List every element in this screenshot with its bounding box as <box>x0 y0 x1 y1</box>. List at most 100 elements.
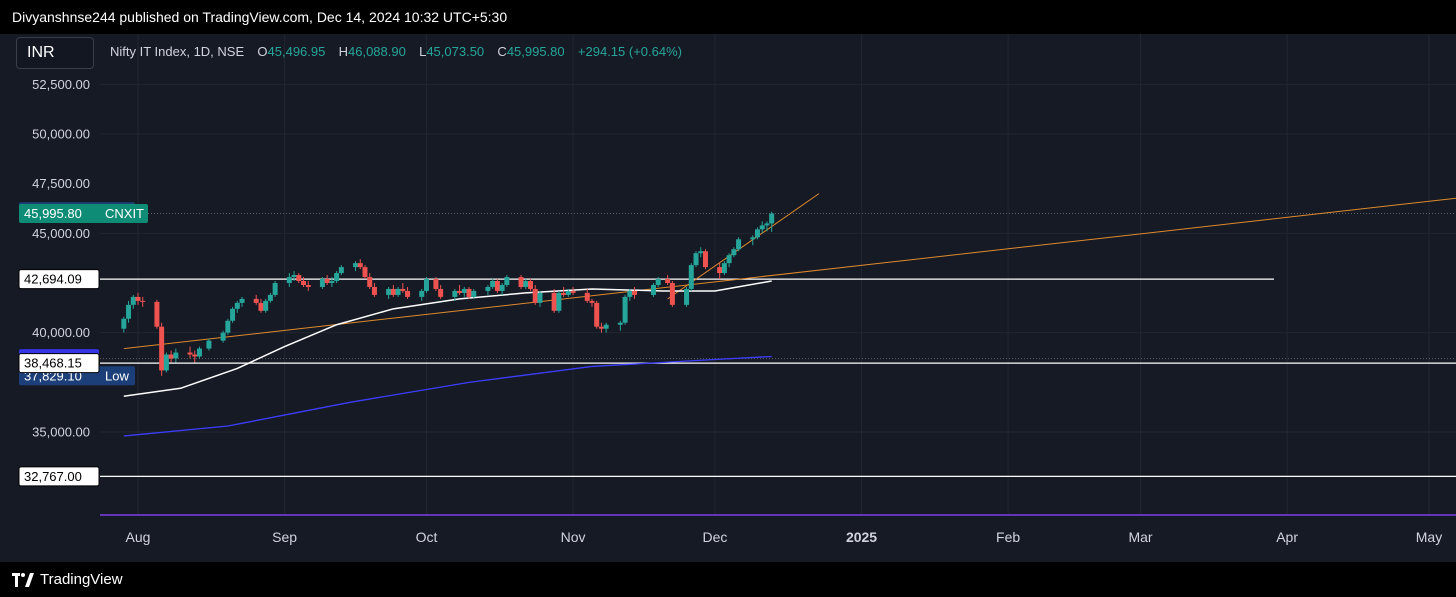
price-tag-level <box>18 269 100 290</box>
tradingview-logo[interactable]: TradingView <box>12 571 123 588</box>
candle-body <box>291 275 297 278</box>
candle-body <box>305 284 311 287</box>
candle-body <box>419 290 425 297</box>
candle-body <box>338 267 344 274</box>
y-tick-label: 35,000.00 <box>32 425 90 440</box>
candle-body <box>693 253 699 266</box>
candle-body <box>518 277 524 287</box>
candle-body <box>319 279 325 287</box>
candle-body <box>598 326 604 329</box>
candle-body <box>551 292 557 311</box>
candle-body <box>731 249 737 256</box>
candle-body <box>466 288 472 297</box>
candle-body <box>154 301 160 327</box>
candle-body <box>759 225 765 230</box>
candle-body <box>135 296 141 301</box>
candle-body <box>163 354 169 371</box>
candle-body <box>286 277 292 283</box>
x-tick-label: Oct <box>416 529 438 545</box>
candle-body <box>206 340 212 349</box>
price-tag-value: 38,468.15 <box>24 356 82 371</box>
price-tag-level <box>18 353 100 374</box>
candle-body <box>121 318 127 329</box>
candle-body <box>523 281 529 287</box>
candle-body <box>556 292 562 311</box>
legend-high-label: H <box>338 44 348 59</box>
candle-body <box>253 298 259 303</box>
candle-body <box>386 288 392 295</box>
price-tag-label: CNXIT <box>105 206 144 221</box>
legend-symbol: Nifty IT Index, 1D, NSE <box>110 44 245 59</box>
legend-high-value: 46,088.90 <box>348 44 406 59</box>
brand-name: TradingView <box>40 571 123 588</box>
candle-body <box>196 348 202 357</box>
candle-body <box>395 288 401 295</box>
candle-body <box>617 322 623 325</box>
candle-body <box>698 251 704 254</box>
candle-body <box>461 288 467 293</box>
candle-body <box>561 292 567 295</box>
candle-body <box>405 290 411 297</box>
candle-body <box>263 300 269 311</box>
price-tag-value: 45,995.80 <box>24 206 82 221</box>
currency-selector[interactable]: INR <box>16 37 94 69</box>
price-tag-last <box>19 204 148 224</box>
legend-low-label: L <box>419 44 427 59</box>
candle-body <box>688 265 694 289</box>
candle-body <box>324 279 330 283</box>
candle-body <box>603 324 609 329</box>
x-tick-label: 2025 <box>846 529 877 545</box>
candle-body <box>140 300 146 302</box>
candle-body <box>272 283 278 295</box>
candle-body <box>764 223 770 226</box>
candle-body <box>159 326 165 371</box>
candle-body <box>684 288 690 305</box>
candle-body <box>301 281 307 285</box>
candle-body <box>357 263 363 268</box>
candle-body <box>362 267 368 278</box>
candle-body <box>717 267 723 274</box>
candle-body <box>371 286 377 295</box>
candle-body <box>334 273 340 282</box>
candle-body <box>622 296 628 323</box>
candle-body <box>168 354 174 359</box>
candle-body <box>494 281 500 291</box>
candle-body <box>353 263 359 268</box>
candle-body <box>565 290 571 295</box>
candle-body <box>754 229 760 238</box>
candle-body <box>225 320 231 333</box>
y-tick-label-hidden: 47,500.00 <box>32 176 90 191</box>
price-tag-label: Low <box>105 368 129 383</box>
y-tick-label: 45,000.00 <box>32 226 90 241</box>
candle-body <box>589 300 595 303</box>
currency-label: INR <box>27 44 55 61</box>
candle-body <box>258 302 264 311</box>
y-tick-label: 50,000.00 <box>32 127 90 142</box>
candle-body <box>423 279 429 291</box>
footer-bar: TradingView <box>0 562 1456 597</box>
candle-body <box>504 277 510 285</box>
legend-change: +294.15 (+0.64%) <box>577 44 682 59</box>
x-tick-label: Nov <box>561 529 586 545</box>
candle-body <box>490 281 496 287</box>
publisher-text: Divyanshnse244 published on TradingView.… <box>12 9 508 25</box>
legend-close-value: 45,995.80 <box>506 44 565 59</box>
y-tick-label: 52,500.00 <box>32 77 90 92</box>
candle-body <box>130 296 136 305</box>
candle-body <box>296 275 302 282</box>
candle-body <box>632 290 638 295</box>
candle-body <box>655 279 661 285</box>
candle-body <box>433 279 439 289</box>
price-chart[interactable]: 52,500.00 50,000.00 45,000.00 40,000.00 35,0… <box>0 34 1456 562</box>
x-tick-label: Dec <box>702 529 727 545</box>
candle-body <box>769 213 775 224</box>
candle-body <box>537 292 543 303</box>
candle-body <box>267 294 273 301</box>
candle-body <box>234 302 240 309</box>
candle-body <box>750 237 756 240</box>
candle-body <box>485 286 491 291</box>
y-tick-label: 40,000.00 <box>32 325 90 340</box>
candle-body <box>192 354 198 357</box>
candle-body <box>650 284 656 295</box>
chart-area[interactable]: 52,500.00 50,000.00 45,000.00 40,000.00 35,0… <box>0 34 1456 562</box>
